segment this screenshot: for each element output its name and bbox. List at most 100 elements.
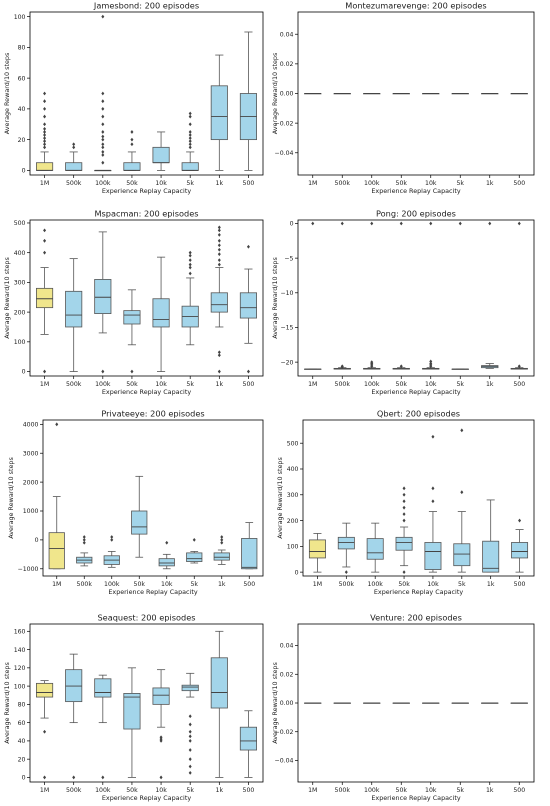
chart-title: Pong: 200 episodes — [376, 209, 456, 219]
outlier-point — [72, 145, 76, 150]
y-tick-label: −20 — [280, 359, 293, 366]
outlier-point — [188, 770, 192, 775]
outlier-point — [101, 130, 105, 134]
outlier-point — [43, 136, 47, 140]
y-tick-label: 300 — [14, 280, 26, 287]
box-5k — [186, 537, 203, 564]
box-500k — [333, 221, 351, 370]
x-tick-label: 1M — [40, 180, 49, 187]
x-tick-label: 1k — [216, 180, 224, 187]
x-tick-label: 1M — [313, 581, 322, 588]
y-tick-label: 60 — [18, 75, 26, 82]
outlier-point — [217, 228, 221, 233]
iqr-box — [36, 682, 54, 698]
x-tick-label: 500k — [339, 581, 355, 588]
outlier-point — [159, 735, 163, 740]
x-tick-label: 50k — [396, 787, 408, 794]
y-tick-label: 40 — [18, 738, 26, 745]
outlier-point — [488, 221, 492, 226]
box-500k — [65, 653, 83, 780]
y-tick-label: 0.04 — [280, 31, 294, 38]
outlier-point — [43, 122, 47, 127]
outlier-point — [43, 114, 47, 119]
x-tick-label: 50k — [396, 180, 408, 187]
iqr-box — [158, 558, 175, 567]
iqr-box — [152, 146, 170, 164]
outlier-point — [402, 505, 406, 510]
x-tick-label: 10k — [161, 581, 173, 588]
outlier-point — [344, 570, 348, 575]
x-tick-label: 1M — [52, 581, 61, 588]
box-5k — [181, 111, 199, 171]
box-1k — [210, 54, 228, 171]
y-tick-label: 80 — [18, 702, 26, 709]
iqr-box — [241, 538, 258, 570]
y-tick-label: 80 — [18, 45, 26, 52]
outlier-point — [101, 91, 105, 96]
y-tick-label: −1000 — [18, 566, 39, 573]
outlier-point — [188, 729, 192, 734]
y-tick-label: −0.02 — [275, 120, 294, 127]
outlier-point — [43, 126, 47, 131]
x-tick-label: 50k — [396, 381, 408, 388]
x-tick-label: 5k — [456, 787, 464, 794]
box-1k — [210, 225, 228, 374]
box-50k — [123, 667, 141, 778]
iqr-box — [210, 85, 228, 141]
box-1k — [210, 630, 228, 778]
y-tick-label: −0.02 — [275, 729, 294, 736]
outlier-point — [188, 757, 192, 762]
y-tick-label: −0.04 — [275, 150, 294, 157]
box-1k — [213, 535, 230, 565]
iqr-box — [65, 669, 83, 703]
outlier-point — [217, 369, 221, 374]
x-tick-label: 5k — [186, 787, 194, 794]
chart-panel-6: Qbert: 200 episodes 0 100 200 300 400 500 Avera… — [276, 409, 535, 596]
x-axis-label: Experience Replay Capacity — [374, 588, 463, 596]
iqr-box — [181, 162, 199, 171]
chart-panel-4: Pong: 200 episodes −20 −15 −10 −5 0 Average Re… — [271, 209, 535, 396]
outlier-point — [82, 535, 86, 539]
outlier-point — [220, 540, 224, 545]
x-tick-label: 5k — [186, 180, 194, 187]
x-tick-label: 1k — [216, 381, 224, 388]
outlier-point — [188, 250, 192, 255]
outlier-point — [43, 729, 47, 734]
x-tick-label: 10k — [425, 180, 437, 187]
y-tick-label: 20 — [18, 137, 26, 144]
box-10k — [158, 540, 175, 570]
x-tick-label: 10k — [155, 381, 167, 388]
y-tick-label: 120 — [14, 665, 26, 672]
x-tick-label: 1k — [486, 180, 494, 187]
y-tick-label: 0.02 — [280, 61, 294, 68]
y-tick-label: 0.04 — [280, 643, 294, 650]
x-tick-label: 500k — [335, 787, 351, 794]
x-tick-label: 500k — [66, 180, 82, 187]
x-tick-label: 500k — [335, 381, 351, 388]
chart-panel-2: Montezumarevenge: 200 episodes −0.04 −0.02… — [271, 1, 535, 195]
outlier-point — [402, 518, 406, 523]
outlier-point — [188, 111, 192, 116]
y-axis-label: Average Reward/10 steps — [3, 662, 11, 744]
outlier-point — [188, 130, 192, 134]
iqr-box — [453, 543, 471, 567]
outlier-point — [311, 221, 315, 226]
plot-frame — [297, 11, 535, 176]
chart-title: Qbert: 200 episodes — [377, 409, 460, 419]
outlier-point — [110, 535, 114, 539]
x-tick-label: 500 — [513, 180, 525, 187]
box-500k — [337, 522, 355, 575]
outlier-point — [188, 714, 192, 719]
outlier-point — [43, 130, 47, 134]
box-100k — [94, 674, 112, 780]
iqr-box — [36, 287, 54, 309]
outlier-point — [72, 775, 76, 780]
outlier-point — [402, 492, 406, 497]
outlier-point — [402, 486, 406, 491]
outlier-point — [43, 106, 47, 111]
outlier-point — [101, 153, 105, 157]
box-100k — [103, 535, 120, 568]
x-axis-label: Experience Replay Capacity — [371, 794, 460, 802]
y-tick-label: 40 — [18, 106, 26, 113]
y-tick-label: 200 — [14, 309, 26, 316]
